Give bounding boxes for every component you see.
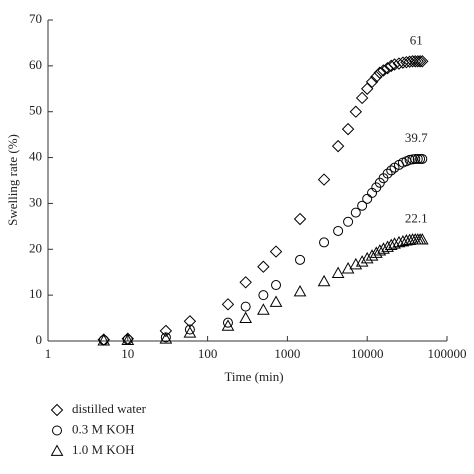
marker bbox=[392, 57, 406, 70]
x-tick-label: 10 bbox=[121, 346, 134, 361]
marker bbox=[221, 298, 235, 311]
marker bbox=[159, 324, 173, 338]
marker bbox=[50, 444, 64, 456]
y-tick-label: 10 bbox=[29, 286, 42, 301]
marker bbox=[417, 153, 428, 164]
marker bbox=[360, 82, 374, 95]
marker bbox=[50, 403, 64, 417]
marker bbox=[388, 237, 401, 249]
y-tick-label: 0 bbox=[36, 332, 43, 347]
y-tick-label: 50 bbox=[29, 103, 42, 118]
annotation: 39.7 bbox=[405, 130, 428, 145]
annotation: 22.1 bbox=[405, 211, 428, 226]
x-tick-label: 10000 bbox=[351, 346, 384, 361]
marker bbox=[239, 276, 252, 289]
marker bbox=[369, 246, 383, 258]
marker bbox=[392, 235, 406, 248]
marker bbox=[355, 91, 369, 105]
marker bbox=[412, 153, 423, 164]
marker bbox=[184, 324, 195, 335]
marker bbox=[341, 122, 355, 136]
marker bbox=[349, 257, 363, 270]
x-tick-label: 100 bbox=[198, 346, 218, 361]
legend-label: distilled water bbox=[72, 401, 147, 416]
marker bbox=[377, 64, 390, 77]
x-tick-label: 1 bbox=[45, 346, 52, 361]
marker bbox=[384, 238, 398, 251]
marker bbox=[370, 70, 383, 84]
y-tick-label: 60 bbox=[29, 57, 42, 72]
marker bbox=[350, 207, 361, 218]
marker bbox=[333, 225, 344, 236]
marker bbox=[293, 212, 307, 226]
marker bbox=[293, 284, 307, 297]
marker bbox=[415, 153, 426, 164]
y-axis-label: Swelling rate (%) bbox=[5, 134, 20, 226]
marker bbox=[410, 153, 421, 164]
marker bbox=[343, 216, 354, 227]
marker bbox=[413, 55, 427, 68]
marker bbox=[257, 303, 270, 315]
marker bbox=[386, 165, 397, 176]
marker bbox=[239, 311, 253, 323]
marker bbox=[385, 59, 398, 73]
y-tick-label: 40 bbox=[29, 149, 42, 164]
marker bbox=[258, 290, 269, 301]
legend-label: 0.3 M KOH bbox=[72, 421, 134, 436]
marker bbox=[360, 251, 374, 264]
marker bbox=[365, 75, 379, 89]
x-axis-label: Time (min) bbox=[224, 369, 283, 384]
marker bbox=[52, 425, 62, 436]
x-tick-label: 1000 bbox=[274, 346, 300, 361]
marker bbox=[331, 266, 345, 279]
y-tick-label: 30 bbox=[29, 194, 42, 209]
marker bbox=[349, 105, 363, 118]
marker bbox=[411, 55, 424, 68]
marker bbox=[357, 200, 368, 211]
marker bbox=[97, 334, 111, 346]
marker bbox=[362, 193, 373, 204]
marker bbox=[396, 56, 410, 69]
marker bbox=[331, 139, 345, 153]
marker bbox=[183, 326, 197, 338]
marker bbox=[240, 301, 251, 312]
marker bbox=[317, 274, 331, 287]
x-tick-label: 100000 bbox=[428, 346, 467, 361]
marker bbox=[355, 255, 369, 267]
marker bbox=[373, 66, 387, 79]
marker bbox=[388, 58, 401, 71]
marker bbox=[319, 237, 330, 248]
legend-label: 1.0 M KOH bbox=[72, 442, 134, 457]
marker bbox=[269, 245, 283, 258]
marker bbox=[295, 254, 306, 265]
marker bbox=[221, 319, 235, 331]
marker bbox=[159, 332, 173, 344]
marker bbox=[269, 295, 283, 307]
marker bbox=[341, 262, 355, 274]
marker bbox=[257, 260, 270, 273]
annotation: 61 bbox=[410, 32, 423, 47]
marker bbox=[415, 233, 429, 245]
marker bbox=[416, 55, 429, 68]
marker bbox=[317, 173, 331, 186]
marker bbox=[382, 168, 393, 179]
y-tick-label: 20 bbox=[29, 240, 42, 255]
marker bbox=[271, 280, 282, 291]
marker bbox=[222, 317, 233, 328]
y-tick-label: 70 bbox=[29, 11, 42, 26]
marker bbox=[121, 333, 135, 345]
